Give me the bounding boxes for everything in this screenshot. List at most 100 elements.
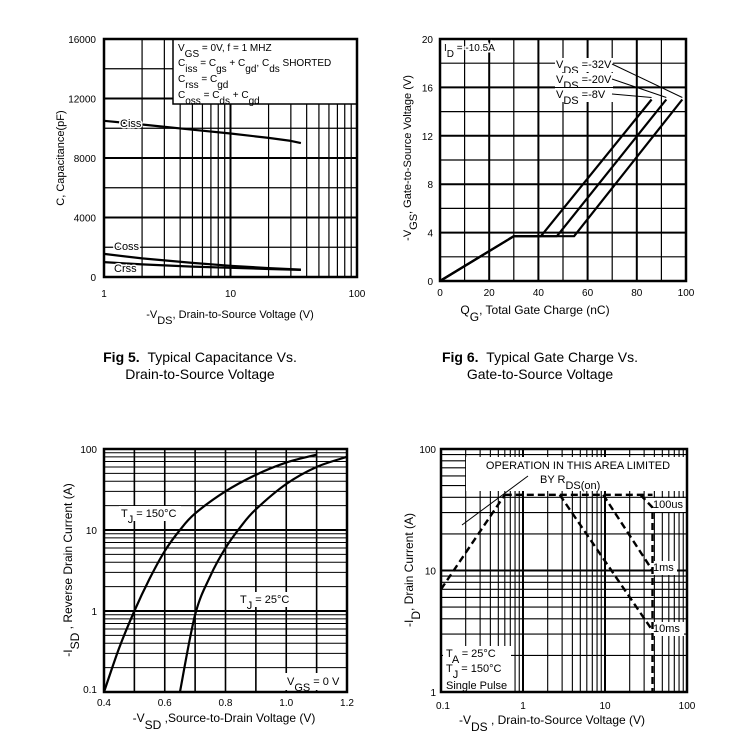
condition-ta: TA = 25°C bbox=[446, 648, 496, 666]
fig5-caption-line2: Drain-to-Source Voltage bbox=[125, 366, 275, 382]
series-tj-150c bbox=[102, 453, 317, 693]
pulse-label-10ms: 10ms bbox=[653, 623, 680, 635]
series-label-ciss: Ciss bbox=[120, 118, 142, 130]
y-tick-label: 12 bbox=[422, 132, 434, 143]
pulse-label-bg bbox=[652, 561, 677, 575]
x-tick-label: 100 bbox=[679, 701, 696, 712]
pulse-label-bg bbox=[652, 622, 684, 636]
x-tick-label: 20 bbox=[484, 288, 496, 299]
id-annotation: ID = -10.5A bbox=[444, 43, 495, 60]
y-tick-label: 0.1 bbox=[83, 685, 97, 696]
fig6-caption-line2: Gate-to-Source Voltage bbox=[466, 366, 614, 382]
x-tick-label: 10 bbox=[599, 701, 611, 712]
vds-label: VDS =-8V bbox=[556, 89, 606, 107]
safe-operating-area-chart: OPERATION IN THIS AREA LIMITED BY RDS(on)… bbox=[402, 445, 696, 734]
series-10ms bbox=[558, 494, 654, 632]
leader-line bbox=[611, 93, 652, 98]
vds-label-bg bbox=[555, 73, 613, 87]
series-rds-on-limit bbox=[440, 494, 506, 590]
x-tick-label: 40 bbox=[533, 288, 545, 299]
series-vds-8v bbox=[439, 98, 653, 282]
x-axis-label: -VSD ,Source-to-Drain Voltage (V) bbox=[133, 711, 316, 732]
series-label-coss: Coss bbox=[114, 241, 140, 253]
conditions-line1: VGS = 0V, f = 1 MHZ bbox=[178, 43, 272, 60]
fig6-caption-line1: Typical Gate Charge Vs. bbox=[486, 349, 639, 365]
conditions-line4: Coss = Cds + Cgd bbox=[178, 90, 260, 107]
y-axis-label: -ISD , Reverse Drain Current (A) bbox=[61, 483, 82, 656]
fig5-caption: Fig 5. Typical Capacitance Vs. Drain-to-… bbox=[60, 349, 340, 383]
leader-line bbox=[611, 78, 667, 98]
series-crss bbox=[103, 261, 301, 271]
x-tick-label: 0.6 bbox=[158, 698, 172, 709]
y-tick-label: 100 bbox=[419, 445, 436, 456]
label-bg bbox=[238, 592, 294, 607]
y-tick-label: 0 bbox=[90, 273, 96, 284]
label-bg bbox=[119, 506, 181, 521]
fig6-caption: Fig 6. Typical Gate Charge Vs. Gate-to-S… bbox=[405, 349, 675, 383]
x-axis-label: -VDS , Drain-to-Source Voltage (V) bbox=[459, 713, 645, 734]
x-tick-label: 100 bbox=[678, 288, 695, 299]
y-tick-label: 12000 bbox=[68, 95, 96, 106]
vds-label-bg bbox=[555, 88, 613, 102]
condition-tj: TJ = 150°C bbox=[446, 663, 502, 681]
plot-frame bbox=[439, 447, 689, 694]
series-tj-25c bbox=[178, 455, 348, 693]
series-1ms bbox=[602, 494, 654, 572]
y-tick-label: 10 bbox=[425, 567, 437, 578]
x-tick-label: 1.2 bbox=[340, 698, 354, 709]
y-tick-label: 10 bbox=[86, 526, 98, 537]
y-axis-label: -ID, Drain Current (A) bbox=[402, 513, 423, 627]
conditions-line3: Crss = Cgd bbox=[178, 74, 228, 91]
conditions-line2: Ciss = Cgs + Cgd, Cds SHORTED bbox=[178, 58, 331, 75]
x-tick-label: 0.8 bbox=[219, 698, 233, 709]
conditions-box-border bbox=[172, 38, 358, 105]
x-tick-label: 100 bbox=[349, 289, 366, 300]
plot-frame bbox=[102, 37, 359, 279]
series-label-tj-25c: TJ = 25°C bbox=[240, 594, 289, 612]
series-vds-20v bbox=[439, 98, 668, 282]
series-100us bbox=[639, 493, 654, 692]
plot-frame bbox=[438, 37, 688, 283]
y-axis-label: -VGS, Gate-to-Source Voltage (V) bbox=[402, 75, 420, 241]
pulse-label-100us: 100us bbox=[653, 499, 683, 511]
x-tick-label: 1.0 bbox=[279, 698, 293, 709]
y-tick-label: 16 bbox=[422, 83, 434, 94]
pulse-label-bg bbox=[652, 498, 691, 512]
limit-text-line2: BY RDS(on) bbox=[540, 474, 600, 492]
pulse-label-1ms: 1ms bbox=[653, 562, 674, 574]
y-tick-label: 4000 bbox=[74, 214, 97, 225]
y-tick-label: 16000 bbox=[68, 35, 96, 46]
conditions-bg bbox=[443, 646, 511, 692]
y-tick-label: 8 bbox=[427, 180, 433, 191]
fig5-caption-line1: Typical Capacitance Vs. bbox=[147, 349, 297, 365]
x-tick-label: 80 bbox=[631, 288, 643, 299]
limit-text-line1: OPERATION IN THIS AREA LIMITED bbox=[486, 460, 670, 472]
vgs-annotation: VGS = 0 V bbox=[287, 676, 340, 694]
series-vds-32v bbox=[439, 98, 684, 282]
y-tick-label: 0 bbox=[427, 277, 433, 288]
x-tick-label: 10 bbox=[225, 289, 237, 300]
diode-forward-chart: TJ = 150°C TJ = 25°C VGS = 0 V 0.1 1 10 100 0.4… bbox=[61, 445, 354, 732]
y-tick-label: 4 bbox=[427, 229, 433, 240]
x-tick-label: 0.1 bbox=[436, 701, 450, 712]
limit-text-bg bbox=[466, 457, 688, 491]
x-tick-label: 0 bbox=[437, 288, 443, 299]
y-axis-label: C, Capacitance(pF) bbox=[55, 110, 67, 205]
plot-frame bbox=[102, 447, 349, 694]
y-tick-label: 8000 bbox=[74, 154, 97, 165]
x-tick-label: 1 bbox=[520, 701, 526, 712]
x-tick-label: 0.4 bbox=[97, 698, 111, 709]
vds-label-bg bbox=[555, 58, 613, 72]
y-tick-label: 1 bbox=[430, 688, 436, 699]
series-label-tj-150c: TJ = 150°C bbox=[121, 508, 177, 526]
condition-pulse: Single Pulse bbox=[446, 680, 507, 692]
y-tick-label: 100 bbox=[80, 445, 97, 456]
label-bg bbox=[285, 673, 345, 690]
x-tick-label: 1 bbox=[101, 289, 107, 300]
limit-leader-line bbox=[461, 475, 529, 526]
y-tick-label: 1 bbox=[91, 607, 97, 618]
leader-line bbox=[611, 63, 683, 98]
